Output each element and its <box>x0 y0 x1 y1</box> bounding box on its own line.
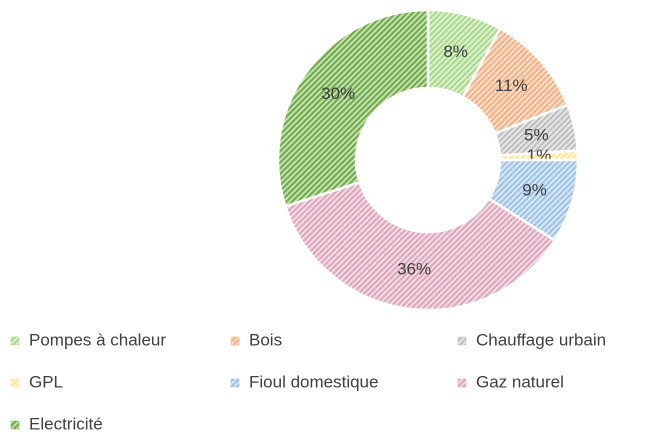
data-label: 8% <box>443 42 468 61</box>
slice <box>283 180 557 312</box>
legend-label: Fioul domestique <box>249 372 378 391</box>
legend-marker <box>10 378 20 388</box>
legend-label: Chauffage urbain <box>476 330 606 349</box>
legend-label: Pompes à chaleur <box>29 330 166 349</box>
data-label: 9% <box>522 180 547 199</box>
slice <box>276 8 430 208</box>
data-label: 36% <box>397 260 431 279</box>
legend-marker <box>457 378 467 388</box>
legend-marker <box>10 336 20 346</box>
data-label: 11% <box>495 76 528 95</box>
legend-label: Bois <box>249 330 282 349</box>
legend-marker <box>230 378 240 388</box>
data-label: 5% <box>524 125 549 144</box>
data-label: 30% <box>321 84 355 103</box>
legend-marker <box>230 336 240 346</box>
legend-label: GPL <box>29 372 63 391</box>
legend-marker <box>457 336 467 346</box>
legend-label: Gaz naturel <box>476 372 564 391</box>
legend-marker <box>10 420 20 430</box>
legend-label: Electricité <box>29 414 103 433</box>
